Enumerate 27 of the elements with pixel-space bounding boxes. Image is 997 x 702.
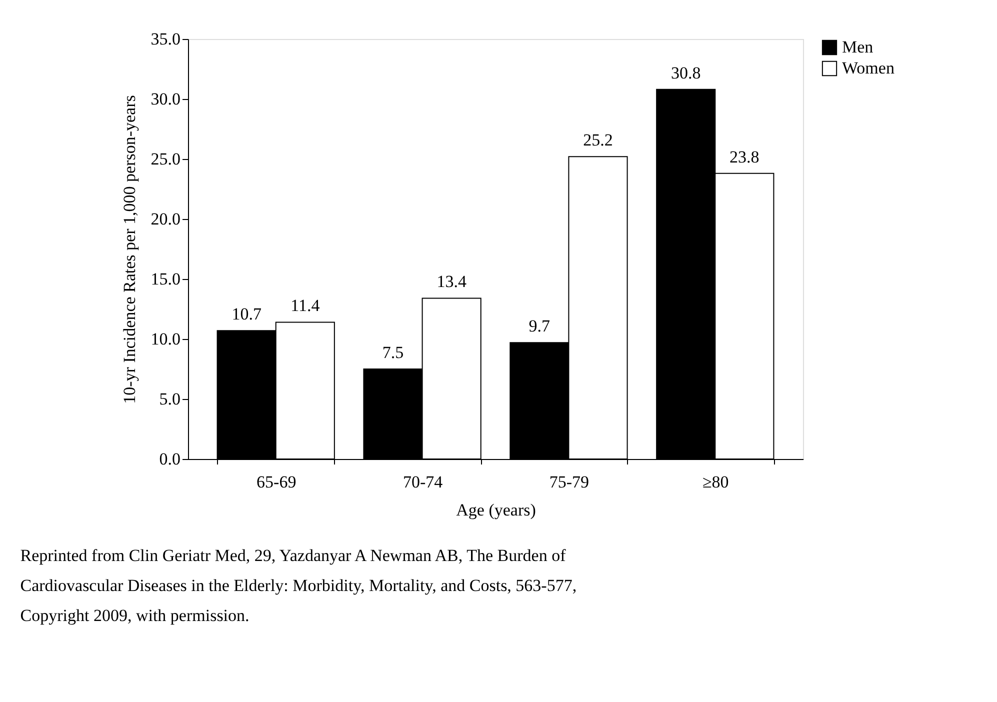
y-tick-label: 10.0 (150, 330, 180, 348)
y-tick-label: 5.0 (159, 390, 180, 408)
x-tick-label: 75-79 (549, 472, 590, 492)
data-label: 9.7 (528, 316, 551, 336)
y-tick-label: 30.0 (150, 90, 180, 108)
x-tick-label: ≥80 (702, 472, 729, 492)
y-tick-label: 35.0 (150, 30, 180, 48)
data-label: 23.8 (730, 147, 760, 166)
text: Cardiovascular Diseases in the Elderly: Morbidity, Mortality, and Costs, 563-577, (20, 576, 577, 595)
legend-label: Men (842, 38, 874, 56)
text: Reprinted from Clin Geriatr Med, 29, Yazdanyar A Newman AB, The Burden of (20, 546, 566, 565)
data-label: 25.2 (583, 130, 613, 150)
data-label: 7.5 (382, 343, 404, 362)
y-tick-label: 0.0 (159, 450, 180, 468)
y-tick-label: 15.0 (150, 270, 180, 288)
data-label: 10.7 (232, 304, 262, 324)
y-tick-label: 25.0 (150, 150, 180, 168)
x-tick-label: 70-74 (402, 472, 444, 492)
data-label: 13.4 (436, 272, 467, 292)
x-tick-label: 65-69 (256, 472, 296, 492)
data-label: 30.8 (670, 63, 701, 82)
x-axis-title: Age (years) (456, 500, 536, 520)
text: Copyright 2009, with permission. (20, 606, 250, 625)
y-axis-title: 10-yr Incidence Rates per 1,000 person-years (120, 95, 139, 404)
y-tick-label: 20.0 (150, 210, 180, 228)
data-label: 11.4 (290, 296, 320, 316)
legend-label: Women (842, 58, 895, 78)
